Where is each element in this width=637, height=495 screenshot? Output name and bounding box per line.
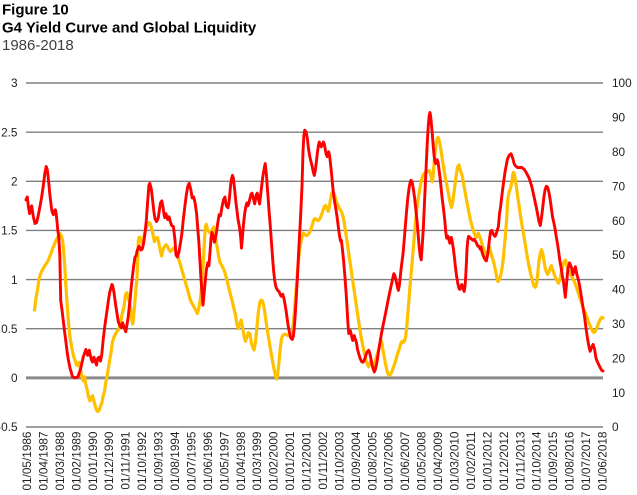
svg-text:01/10/1992: 01/10/1992 (135, 432, 149, 491)
svg-text:01/01/2012: 01/01/2012 (480, 432, 494, 491)
svg-text:01/02/2011: 01/02/2011 (464, 432, 478, 490)
svg-text:0: 0 (11, 371, 18, 385)
svg-text:80: 80 (612, 145, 626, 159)
svg-text:01/12/1990: 01/12/1990 (102, 431, 116, 490)
svg-text:01/02/1989: 01/02/1989 (69, 432, 83, 491)
svg-text:40: 40 (612, 283, 626, 297)
svg-text:100: 100 (612, 76, 632, 90)
svg-text:1986-2018: 1986-2018 (2, 37, 74, 54)
svg-text:01/07/2006: 01/07/2006 (382, 431, 396, 490)
svg-text:01/11/2013: 01/11/2013 (513, 431, 527, 490)
svg-text:1: 1 (11, 273, 18, 287)
svg-text:01/10/2003: 01/10/2003 (332, 431, 346, 490)
svg-text:01/09/2004: 01/09/2004 (349, 431, 363, 490)
svg-text:01/03/1999: 01/03/1999 (250, 432, 264, 491)
svg-text:01/06/2007: 01/06/2007 (398, 432, 412, 491)
svg-text:G4 Yield Curve and Global Liqu: G4 Yield Curve and Global Liquidity (2, 20, 257, 37)
svg-text:01/07/2017: 01/07/2017 (579, 432, 593, 491)
svg-text:01/09/2015: 01/09/2015 (546, 431, 560, 490)
svg-text:0.5: 0.5 (1, 322, 18, 336)
svg-text:01/06/2018: 01/06/2018 (595, 431, 609, 490)
svg-text:01/11/2002: 01/11/2002 (316, 432, 330, 490)
svg-text:2.5: 2.5 (1, 125, 18, 139)
svg-text:Figure 10: Figure 10 (2, 1, 69, 18)
svg-text:-0.5: -0.5 (0, 420, 18, 434)
svg-text:01/05/2008: 01/05/2008 (415, 431, 429, 490)
svg-text:01/08/1994: 01/08/1994 (168, 431, 182, 490)
svg-text:01/04/1987: 01/04/1987 (36, 432, 50, 491)
svg-text:01/05/1986: 01/05/1986 (20, 431, 34, 490)
svg-text:01/05/1997: 01/05/1997 (217, 432, 231, 491)
svg-text:01/09/1993: 01/09/1993 (152, 431, 166, 490)
svg-text:01/10/2014: 01/10/2014 (530, 431, 544, 490)
svg-text:20: 20 (612, 351, 626, 365)
svg-text:0: 0 (612, 420, 619, 434)
svg-text:01/12/2001: 01/12/2001 (300, 432, 314, 491)
svg-text:01/03/1988: 01/03/1988 (53, 431, 67, 490)
svg-text:01/12/2012: 01/12/2012 (497, 432, 511, 491)
svg-text:3: 3 (11, 76, 18, 90)
svg-text:10: 10 (612, 386, 626, 400)
svg-text:01/04/1998: 01/04/1998 (234, 431, 248, 490)
svg-text:60: 60 (612, 214, 626, 228)
svg-text:30: 30 (612, 317, 626, 331)
svg-text:01/08/2005: 01/08/2005 (365, 431, 379, 490)
svg-text:1.5: 1.5 (1, 224, 18, 238)
svg-text:01/02/2000: 01/02/2000 (267, 431, 281, 490)
svg-text:70: 70 (612, 179, 626, 193)
svg-text:50: 50 (612, 248, 626, 262)
svg-text:90: 90 (612, 111, 626, 125)
svg-text:2: 2 (11, 175, 18, 189)
svg-text:01/06/1996: 01/06/1996 (201, 431, 215, 490)
svg-text:01/04/2009: 01/04/2009 (431, 432, 445, 491)
svg-text:01/03/2010: 01/03/2010 (448, 431, 462, 490)
svg-text:01/01/2001: 01/01/2001 (283, 432, 297, 491)
svg-text:01/08/2016: 01/08/2016 (563, 431, 577, 490)
svg-text:01/01/1990: 01/01/1990 (86, 431, 100, 490)
svg-text:01/11/1991: 01/11/1991 (119, 432, 133, 490)
svg-text:01/07/1995: 01/07/1995 (184, 431, 198, 490)
